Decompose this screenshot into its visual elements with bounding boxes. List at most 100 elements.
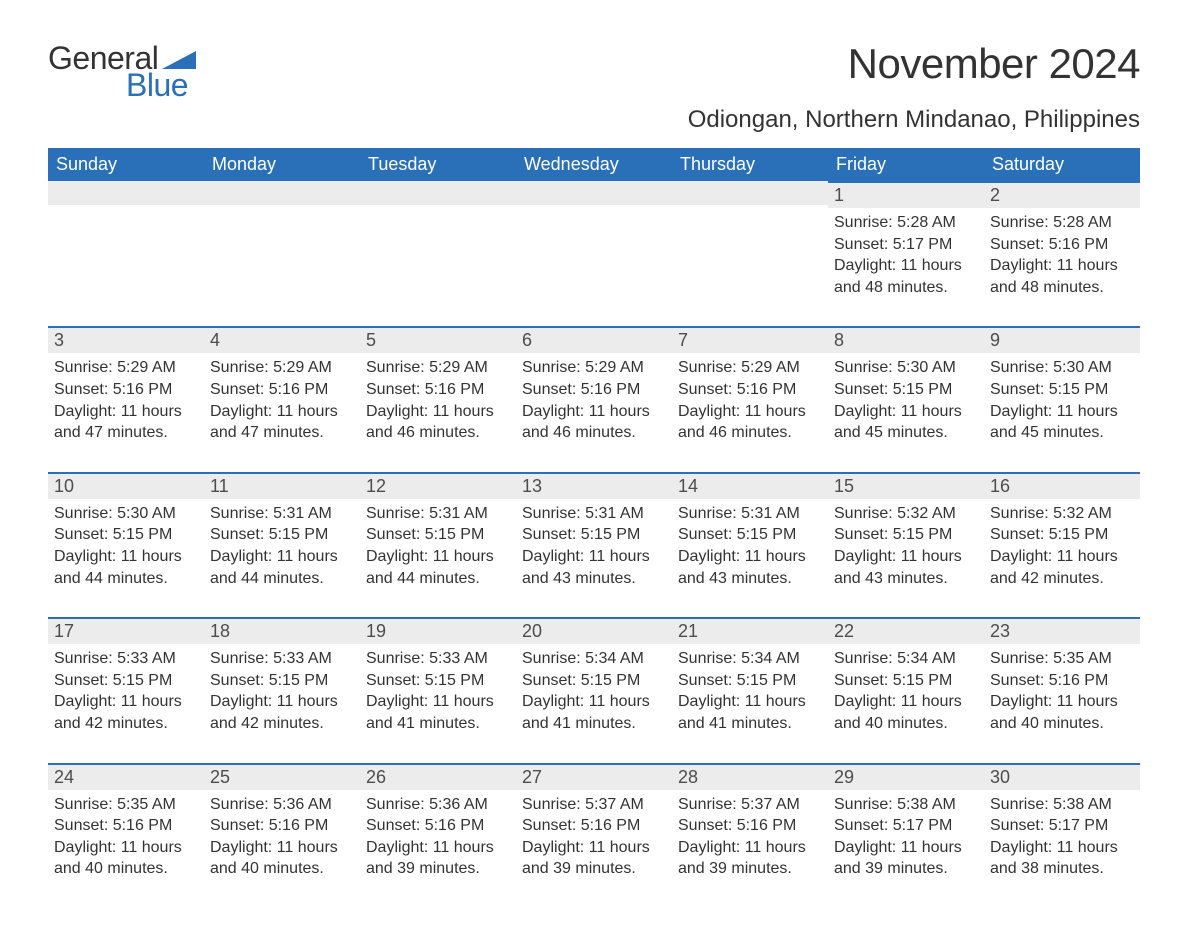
day-details: Sunrise: 5:34 AMSunset: 5:15 PMDaylight:… <box>516 644 672 734</box>
sunset-line: Sunset: 5:16 PM <box>210 815 354 837</box>
day-details: Sunrise: 5:29 AMSunset: 5:16 PMDaylight:… <box>672 353 828 443</box>
calendar-cell: 18Sunrise: 5:33 AMSunset: 5:15 PMDayligh… <box>204 617 360 762</box>
sunset-line: Sunset: 5:15 PM <box>54 524 198 546</box>
day-number: 15 <box>828 472 984 499</box>
day-number: 12 <box>360 472 516 499</box>
sunset-line: Sunset: 5:17 PM <box>990 815 1134 837</box>
daylight-line: Daylight: 11 hours and 46 minutes. <box>522 401 666 444</box>
day-number: 7 <box>672 326 828 353</box>
sunrise-line: Sunrise: 5:29 AM <box>210 357 354 379</box>
day-number: 18 <box>204 617 360 644</box>
sunrise-line: Sunrise: 5:28 AM <box>990 212 1134 234</box>
title-block: November 2024 Odiongan, Northern Mindana… <box>688 40 1140 134</box>
daylight-line: Daylight: 11 hours and 39 minutes. <box>522 837 666 880</box>
calendar-cell <box>48 181 204 326</box>
sunrise-line: Sunrise: 5:33 AM <box>366 648 510 670</box>
daylight-line: Daylight: 11 hours and 42 minutes. <box>990 546 1134 589</box>
calendar-cell: 30Sunrise: 5:38 AMSunset: 5:17 PMDayligh… <box>984 763 1140 908</box>
dayhead-wednesday: Wednesday <box>516 148 672 181</box>
sunset-line: Sunset: 5:15 PM <box>678 524 822 546</box>
day-number: 2 <box>984 181 1140 208</box>
sunrise-line: Sunrise: 5:32 AM <box>834 503 978 525</box>
sunrise-line: Sunrise: 5:38 AM <box>834 794 978 816</box>
calendar-cell: 26Sunrise: 5:36 AMSunset: 5:16 PMDayligh… <box>360 763 516 908</box>
calendar-cell: 20Sunrise: 5:34 AMSunset: 5:15 PMDayligh… <box>516 617 672 762</box>
daylight-line: Daylight: 11 hours and 41 minutes. <box>366 691 510 734</box>
day-details: Sunrise: 5:35 AMSunset: 5:16 PMDaylight:… <box>48 790 204 880</box>
calendar-cell: 6Sunrise: 5:29 AMSunset: 5:16 PMDaylight… <box>516 326 672 471</box>
daylight-line: Daylight: 11 hours and 39 minutes. <box>366 837 510 880</box>
day-details: Sunrise: 5:36 AMSunset: 5:16 PMDaylight:… <box>360 790 516 880</box>
calendar-cell: 23Sunrise: 5:35 AMSunset: 5:16 PMDayligh… <box>984 617 1140 762</box>
calendar-cell: 9Sunrise: 5:30 AMSunset: 5:15 PMDaylight… <box>984 326 1140 471</box>
calendar-body: 1Sunrise: 5:28 AMSunset: 5:17 PMDaylight… <box>48 181 1140 908</box>
calendar-cell: 12Sunrise: 5:31 AMSunset: 5:15 PMDayligh… <box>360 472 516 617</box>
sunset-line: Sunset: 5:16 PM <box>522 815 666 837</box>
sunset-line: Sunset: 5:15 PM <box>366 670 510 692</box>
day-number: 4 <box>204 326 360 353</box>
empty-day-bar <box>360 181 516 205</box>
day-number: 27 <box>516 763 672 790</box>
sunrise-line: Sunrise: 5:36 AM <box>366 794 510 816</box>
week-row: 24Sunrise: 5:35 AMSunset: 5:16 PMDayligh… <box>48 763 1140 908</box>
dayhead-tuesday: Tuesday <box>360 148 516 181</box>
calendar-cell <box>516 181 672 326</box>
calendar-cell <box>204 181 360 326</box>
calendar-cell: 22Sunrise: 5:34 AMSunset: 5:15 PMDayligh… <box>828 617 984 762</box>
day-details: Sunrise: 5:34 AMSunset: 5:15 PMDaylight:… <box>828 644 984 734</box>
day-number: 14 <box>672 472 828 499</box>
sunrise-line: Sunrise: 5:37 AM <box>522 794 666 816</box>
sunrise-line: Sunrise: 5:34 AM <box>678 648 822 670</box>
calendar-cell: 25Sunrise: 5:36 AMSunset: 5:16 PMDayligh… <box>204 763 360 908</box>
day-number: 16 <box>984 472 1140 499</box>
daylight-line: Daylight: 11 hours and 44 minutes. <box>54 546 198 589</box>
sunrise-line: Sunrise: 5:34 AM <box>522 648 666 670</box>
daylight-line: Daylight: 11 hours and 46 minutes. <box>366 401 510 444</box>
sunset-line: Sunset: 5:16 PM <box>990 670 1134 692</box>
sunset-line: Sunset: 5:16 PM <box>678 815 822 837</box>
calendar-cell: 11Sunrise: 5:31 AMSunset: 5:15 PMDayligh… <box>204 472 360 617</box>
daylight-line: Daylight: 11 hours and 39 minutes. <box>678 837 822 880</box>
dayhead-sunday: Sunday <box>48 148 204 181</box>
sunset-line: Sunset: 5:15 PM <box>210 524 354 546</box>
daylight-line: Daylight: 11 hours and 40 minutes. <box>834 691 978 734</box>
sunset-line: Sunset: 5:16 PM <box>54 379 198 401</box>
calendar-cell: 5Sunrise: 5:29 AMSunset: 5:16 PMDaylight… <box>360 326 516 471</box>
sunrise-line: Sunrise: 5:35 AM <box>54 794 198 816</box>
sunrise-line: Sunrise: 5:29 AM <box>366 357 510 379</box>
calendar-cell: 10Sunrise: 5:30 AMSunset: 5:15 PMDayligh… <box>48 472 204 617</box>
week-row: 17Sunrise: 5:33 AMSunset: 5:15 PMDayligh… <box>48 617 1140 762</box>
daylight-line: Daylight: 11 hours and 41 minutes. <box>678 691 822 734</box>
calendar-cell: 7Sunrise: 5:29 AMSunset: 5:16 PMDaylight… <box>672 326 828 471</box>
sunset-line: Sunset: 5:17 PM <box>834 815 978 837</box>
calendar-cell: 28Sunrise: 5:37 AMSunset: 5:16 PMDayligh… <box>672 763 828 908</box>
daylight-line: Daylight: 11 hours and 39 minutes. <box>834 837 978 880</box>
sunset-line: Sunset: 5:15 PM <box>990 379 1134 401</box>
day-details: Sunrise: 5:31 AMSunset: 5:15 PMDaylight:… <box>204 499 360 589</box>
day-details: Sunrise: 5:37 AMSunset: 5:16 PMDaylight:… <box>516 790 672 880</box>
daylight-line: Daylight: 11 hours and 47 minutes. <box>54 401 198 444</box>
calendar-cell: 16Sunrise: 5:32 AMSunset: 5:15 PMDayligh… <box>984 472 1140 617</box>
day-details: Sunrise: 5:30 AMSunset: 5:15 PMDaylight:… <box>984 353 1140 443</box>
day-details: Sunrise: 5:29 AMSunset: 5:16 PMDaylight:… <box>204 353 360 443</box>
sunset-line: Sunset: 5:15 PM <box>522 524 666 546</box>
calendar-cell <box>672 181 828 326</box>
dayhead-monday: Monday <box>204 148 360 181</box>
daylight-line: Daylight: 11 hours and 48 minutes. <box>990 255 1134 298</box>
dayhead-thursday: Thursday <box>672 148 828 181</box>
empty-day-bar <box>516 181 672 205</box>
sunset-line: Sunset: 5:15 PM <box>834 524 978 546</box>
day-details: Sunrise: 5:38 AMSunset: 5:17 PMDaylight:… <box>984 790 1140 880</box>
sunrise-line: Sunrise: 5:28 AM <box>834 212 978 234</box>
day-number: 23 <box>984 617 1140 644</box>
sunset-line: Sunset: 5:16 PM <box>366 815 510 837</box>
calendar-cell: 24Sunrise: 5:35 AMSunset: 5:16 PMDayligh… <box>48 763 204 908</box>
daylight-line: Daylight: 11 hours and 47 minutes. <box>210 401 354 444</box>
sunrise-line: Sunrise: 5:30 AM <box>990 357 1134 379</box>
day-details: Sunrise: 5:33 AMSunset: 5:15 PMDaylight:… <box>48 644 204 734</box>
calendar-table: Sunday Monday Tuesday Wednesday Thursday… <box>48 148 1140 908</box>
day-number: 11 <box>204 472 360 499</box>
sunrise-line: Sunrise: 5:31 AM <box>522 503 666 525</box>
sunset-line: Sunset: 5:15 PM <box>834 670 978 692</box>
daylight-line: Daylight: 11 hours and 42 minutes. <box>54 691 198 734</box>
